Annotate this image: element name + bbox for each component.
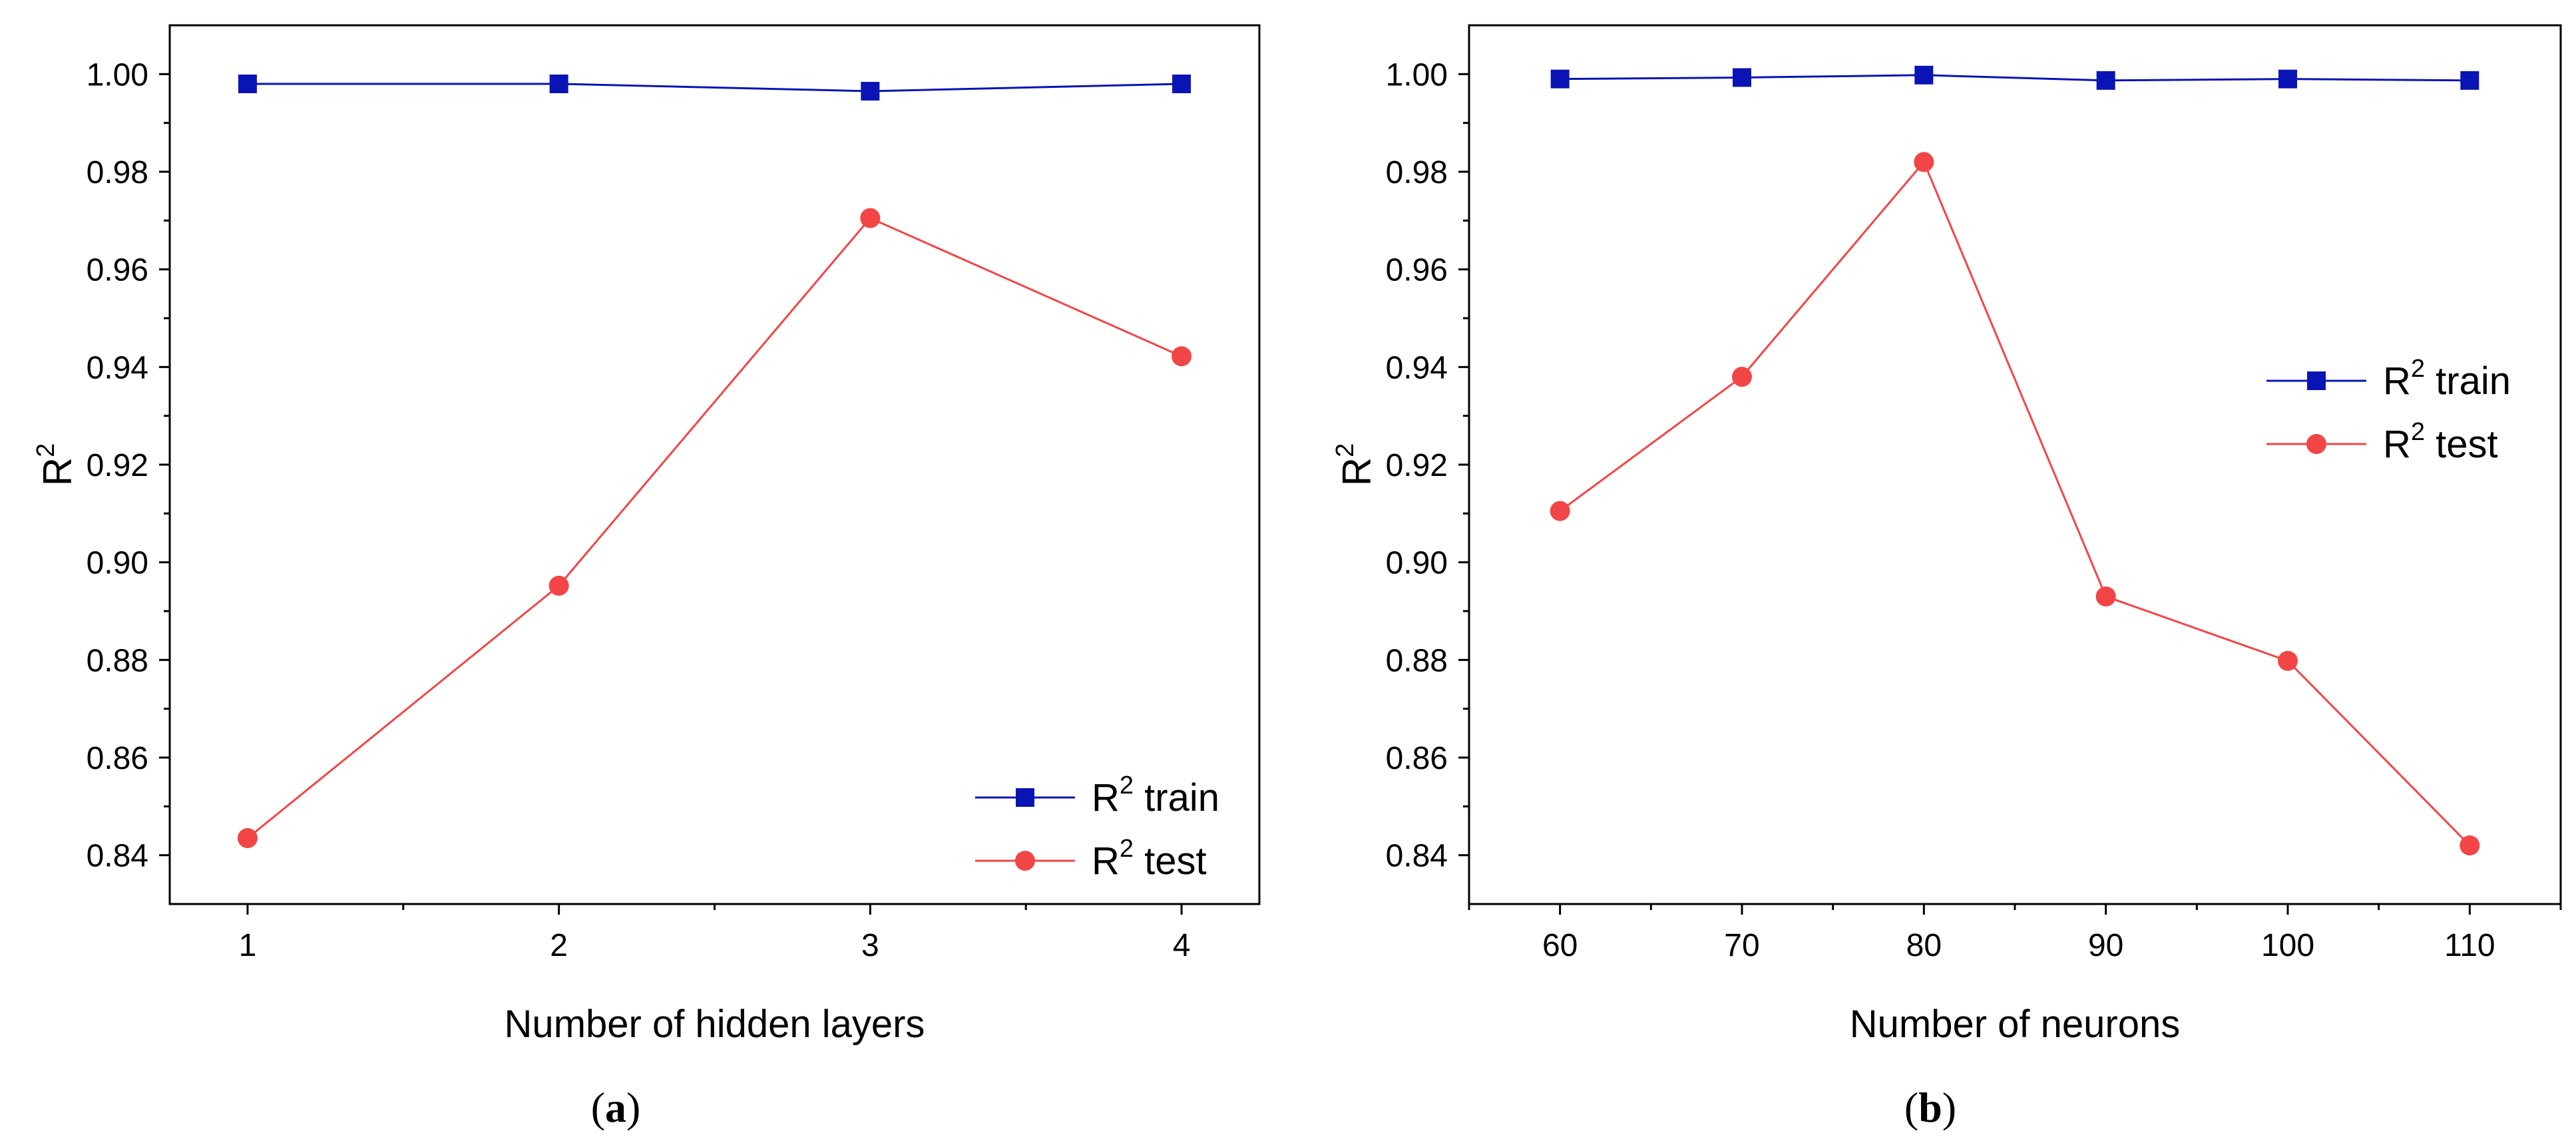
- x-tick-label: 100: [2261, 928, 2314, 963]
- y-tick-label: 0.92: [1386, 448, 1448, 483]
- legend-label-base: R: [1092, 839, 1120, 883]
- data-point-test: [2460, 835, 2480, 855]
- data-point-test: [237, 828, 258, 848]
- data-point-test: [1172, 346, 1192, 367]
- legend-label-superscript: 2: [2411, 418, 2425, 446]
- y-tick-label: 0.96: [87, 253, 148, 288]
- x-tick-label: 80: [1906, 928, 1942, 963]
- data-point-test: [1732, 367, 1752, 387]
- x-tick-label: 110: [2444, 928, 2495, 963]
- legend-label-rest: train: [1134, 776, 1219, 819]
- legend-label-base: R: [2383, 423, 2411, 466]
- y-tick-label: 0.84: [1386, 839, 1448, 874]
- series-line-test: [1559, 160, 2471, 847]
- y-axis-label: R2: [32, 443, 80, 486]
- panel-label-open: (: [591, 1084, 605, 1131]
- panel-label-close: ): [1942, 1084, 1956, 1131]
- data-point-train: [861, 82, 880, 101]
- x-tick-label: 3: [861, 928, 879, 963]
- legend-label-superscript: 2: [1120, 835, 1134, 863]
- panel-label-letter: b: [1918, 1084, 1942, 1131]
- x-tick-label: 90: [2088, 928, 2123, 963]
- y-axis-label-base: R: [1335, 457, 1379, 486]
- data-point-test: [2095, 586, 2116, 606]
- y-tick-label: 0.96: [1386, 253, 1448, 288]
- y-axis-label-superscript: 2: [1331, 443, 1359, 457]
- y-tick-label: 0.94: [1386, 350, 1448, 385]
- panel-label: (a): [591, 1084, 641, 1131]
- data-point-test: [548, 575, 569, 596]
- data-point-train: [2096, 71, 2115, 90]
- plot-frame: [168, 24, 1261, 905]
- legend-label-test: R2 test: [2383, 418, 2498, 466]
- data-point-train: [1550, 69, 1570, 89]
- legend-label-test: R2 test: [1092, 835, 1207, 883]
- y-tick-label: 0.98: [87, 155, 148, 190]
- legend-label-superscript: 2: [2411, 355, 2425, 383]
- y-tick-label: 0.90: [1386, 546, 1448, 581]
- y-tick-label: 0.90: [87, 546, 148, 581]
- y-tick-label: 0.88: [87, 643, 148, 678]
- data-point-train: [238, 75, 257, 93]
- legend-label-train: R2 train: [1092, 772, 1219, 819]
- x-tick-label: 1: [239, 928, 257, 963]
- legend-label-base: R: [1092, 776, 1120, 819]
- y-axis-label-base: R: [35, 457, 80, 486]
- x-tick-label: 4: [1173, 928, 1191, 963]
- data-point-train: [1914, 65, 1934, 85]
- y-axis-label-superscript: 2: [32, 443, 60, 457]
- legend-label-superscript: 2: [1120, 772, 1134, 800]
- data-point-test: [1914, 152, 1934, 172]
- y-tick-label: 0.94: [87, 350, 148, 385]
- legend-marker-test: [1015, 851, 1035, 871]
- y-tick-label: 0.84: [87, 839, 148, 874]
- data-point-train: [1172, 75, 1191, 93]
- y-tick-label: 0.86: [1386, 741, 1448, 776]
- y-tick-label: 0.98: [1386, 155, 1448, 190]
- panel-label-close: ): [626, 1084, 640, 1131]
- chart-panel-b: 0.84 0.86 0.88 0.90 0.92 0.94 0.96 0.98 1.00 60 70…: [1331, 24, 2562, 1131]
- y-axis-label: R2: [1331, 443, 1379, 486]
- data-point-test: [2278, 650, 2298, 671]
- data-point-test: [1550, 501, 1570, 521]
- series-line-train: [1560, 74, 2470, 82]
- legend-label-rest: train: [2425, 359, 2511, 403]
- panel-label-open: (: [1904, 1084, 1918, 1131]
- x-tick-label: 2: [550, 928, 568, 963]
- legend-marker-train: [2307, 371, 2326, 390]
- data-point-test: [860, 208, 881, 228]
- chart-panel-a: 0.84 0.86 0.88 0.90 0.92 0.94 0.96 0.98 1.00 1 2 3 4…: [32, 24, 1261, 1131]
- x-tick-label: 70: [1724, 928, 1759, 963]
- series-line-test: [246, 216, 1182, 839]
- legend-marker-train: [1016, 788, 1034, 807]
- legend-marker-test: [2306, 434, 2326, 454]
- data-point-train: [549, 75, 568, 93]
- y-tick-label: 1.00: [1386, 57, 1448, 93]
- data-point-train: [1733, 68, 1751, 87]
- x-axis-label: Number of neurons: [1850, 1003, 2180, 1046]
- legend-label-rest: test: [2425, 423, 2498, 466]
- x-axis-label: Number of hidden layers: [505, 1003, 925, 1046]
- y-tick-label: 0.92: [87, 448, 148, 483]
- legend-label-rest: test: [1134, 839, 1207, 883]
- panel-label: (b): [1904, 1084, 1956, 1131]
- legend-label-train: R2 train: [2383, 355, 2511, 403]
- legend-label-base: R: [2383, 359, 2411, 403]
- x-tick-label: 60: [1542, 928, 1578, 963]
- y-tick-label: 0.86: [87, 741, 148, 776]
- y-tick-label: 0.88: [1386, 643, 1448, 678]
- y-tick-label: 1.00: [87, 57, 148, 93]
- data-point-train: [2460, 71, 2479, 90]
- panel-label-letter: a: [605, 1084, 626, 1131]
- series-line-train: [247, 83, 1182, 93]
- data-point-train: [2278, 69, 2297, 89]
